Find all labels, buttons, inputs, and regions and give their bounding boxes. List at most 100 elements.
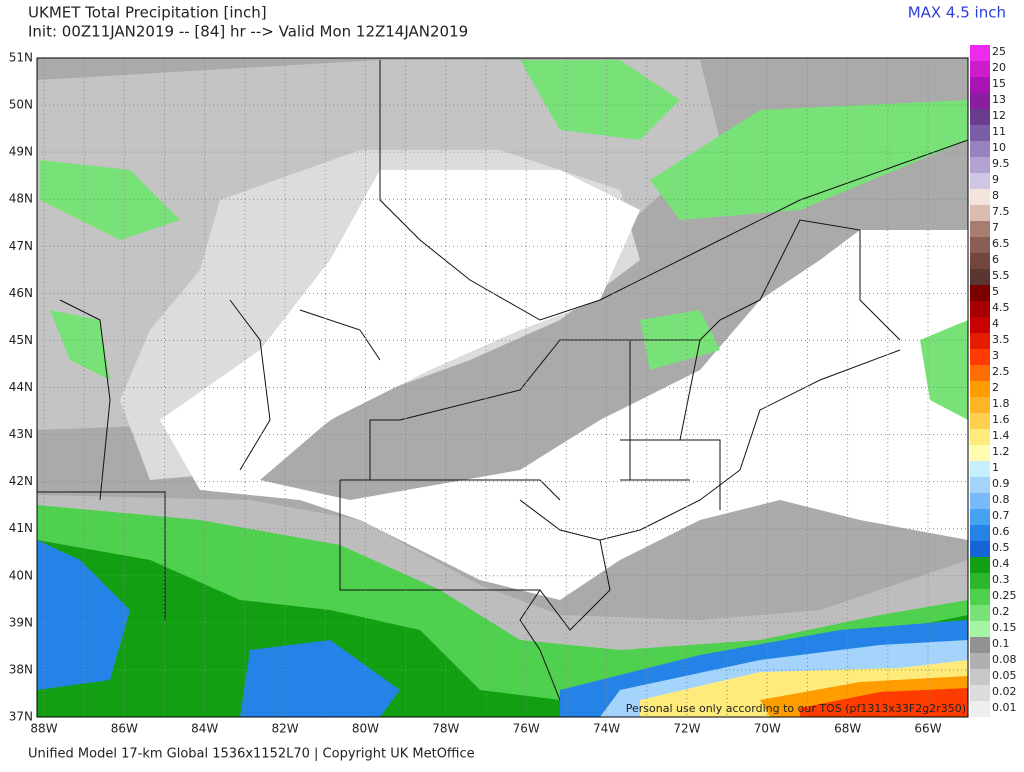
- field-green-north: [40, 60, 968, 420]
- lat-label: 48N: [9, 192, 33, 206]
- lon-label: 66W: [914, 722, 941, 736]
- colorbar-label: 11: [992, 125, 1006, 138]
- colorbar-swatch: [970, 221, 990, 237]
- colorbar-swatch: [970, 45, 990, 61]
- colorbar-swatch: [970, 365, 990, 381]
- map-frame: [36, 57, 969, 718]
- colorbar-label: 7.5: [992, 205, 1010, 218]
- lat-label: 45N: [9, 333, 33, 347]
- colorbar-swatch: [970, 125, 990, 141]
- lat-label: 38N: [9, 662, 33, 676]
- colorbar-swatch: [970, 109, 990, 125]
- colorbar-label: 1.6: [992, 413, 1010, 426]
- colorbar-label: 7: [992, 221, 999, 234]
- colorbar-label: 1.4: [992, 429, 1010, 442]
- colorbar-label: 0.9: [992, 477, 1010, 490]
- lat-label: 51N: [9, 51, 33, 65]
- colorbar-swatch: [970, 381, 990, 397]
- colorbar-swatch: [970, 493, 990, 509]
- colorbar-swatch: [970, 461, 990, 477]
- colorbar: 0.01 0.02 0.05 0.08 0.1 0.15 0.2 0.25 0.3 0.4 0.5 0…: [970, 45, 1017, 717]
- colorbar-label: 0.5: [992, 541, 1010, 554]
- colorbar-swatch: [970, 525, 990, 541]
- colorbar-swatch: [970, 621, 990, 637]
- colorbar-label: 0.01: [992, 701, 1017, 714]
- colorbar-label: 0.25: [992, 589, 1017, 602]
- lat-label: 42N: [9, 474, 33, 488]
- lat-label: 40N: [9, 568, 33, 582]
- colorbar-swatch: [970, 61, 990, 77]
- lon-label: 86W: [111, 722, 138, 736]
- colorbar-label: 0.02: [992, 685, 1017, 698]
- colorbar-swatch: [970, 413, 990, 429]
- colorbar-swatch: [970, 509, 990, 525]
- lon-label: 80W: [352, 722, 379, 736]
- colorbar-swatch: [970, 557, 990, 573]
- lat-label: 37N: [9, 710, 33, 724]
- colorbar-swatch: [970, 685, 990, 701]
- colorbar-swatch: [970, 285, 990, 301]
- colorbar-swatch: [970, 701, 990, 717]
- colorbar-swatch: [970, 429, 990, 445]
- colorbar-label: 5: [992, 285, 999, 298]
- colorbar-label: 0.7: [992, 509, 1010, 522]
- colorbar-swatch: [970, 445, 990, 461]
- colorbar-label: 0.15: [992, 621, 1017, 634]
- colorbar-label: 0.2: [992, 605, 1010, 618]
- lat-label: 44N: [9, 380, 33, 394]
- subtitle: Init: 00Z11JAN2019 -- [84] hr --> Valid …: [28, 23, 468, 41]
- colorbar-swatch: [970, 205, 990, 221]
- colorbar-swatch: [970, 301, 990, 317]
- colorbar-label: 1.2: [992, 445, 1010, 458]
- colorbar-label: 1: [992, 461, 999, 474]
- lon-label: 74W: [593, 722, 620, 736]
- lon-label: 72W: [673, 722, 700, 736]
- colorbar-swatch: [970, 397, 990, 413]
- axis-labels: 51N 50N 49N 48N 47N 46N 45N 44N 43N 42N 41N 40N 39N 3…: [9, 51, 942, 736]
- colorbar-swatch: [970, 269, 990, 285]
- colorbar-swatch: [970, 317, 990, 333]
- colorbar-label: 3: [992, 349, 999, 362]
- colorbar-label: 8: [992, 189, 999, 202]
- lon-label: 84W: [191, 722, 218, 736]
- colorbar-label: 0.1: [992, 637, 1010, 650]
- lat-label: 46N: [9, 286, 33, 300]
- colorbar-swatch: [970, 141, 990, 157]
- colorbar-swatch: [970, 541, 990, 557]
- colorbar-label: 4: [992, 317, 999, 330]
- lat-label: 49N: [9, 145, 33, 159]
- precip-field: [37, 58, 968, 717]
- footer: Unified Model 17-km Global 1536x1152L70 …: [28, 747, 475, 762]
- field-red: [800, 688, 968, 717]
- colorbar-swatch: [970, 477, 990, 493]
- colorbar-swatch: [970, 589, 990, 605]
- colorbar-label: 6.5: [992, 237, 1010, 250]
- colorbar-label: 6: [992, 253, 999, 266]
- watermark: Personal use only according to our TOS (…: [626, 702, 966, 715]
- lat-label: 43N: [9, 427, 33, 441]
- colorbar-label: 13: [992, 93, 1006, 106]
- colorbar-label: 20: [992, 61, 1006, 74]
- lat-label: 50N: [9, 98, 33, 112]
- lon-label: 68W: [834, 722, 861, 736]
- colorbar-label: 0.8: [992, 493, 1010, 506]
- colorbar-label: 1.8: [992, 397, 1010, 410]
- colorbar-swatch: [970, 669, 990, 685]
- title: UKMET Total Precipitation [inch]: [28, 4, 267, 22]
- lon-label: 82W: [272, 722, 299, 736]
- colorbar-label: 12: [992, 109, 1006, 122]
- max-label: MAX 4.5 inch: [908, 4, 1006, 22]
- colorbar-label: 3.5: [992, 333, 1010, 346]
- colorbar-label: 4.5: [992, 301, 1010, 314]
- lat-label: 39N: [9, 615, 33, 629]
- colorbar-label: 0.4: [992, 557, 1010, 570]
- colorbar-label: 9: [992, 173, 999, 186]
- colorbar-swatch: [970, 605, 990, 621]
- field-none: [160, 170, 968, 600]
- colorbar-swatch: [970, 349, 990, 365]
- colorbar-label: 10: [992, 141, 1006, 154]
- colorbar-swatch: [970, 173, 990, 189]
- lon-label: 78W: [432, 722, 459, 736]
- lon-label: 76W: [513, 722, 540, 736]
- lon-label: 70W: [754, 722, 781, 736]
